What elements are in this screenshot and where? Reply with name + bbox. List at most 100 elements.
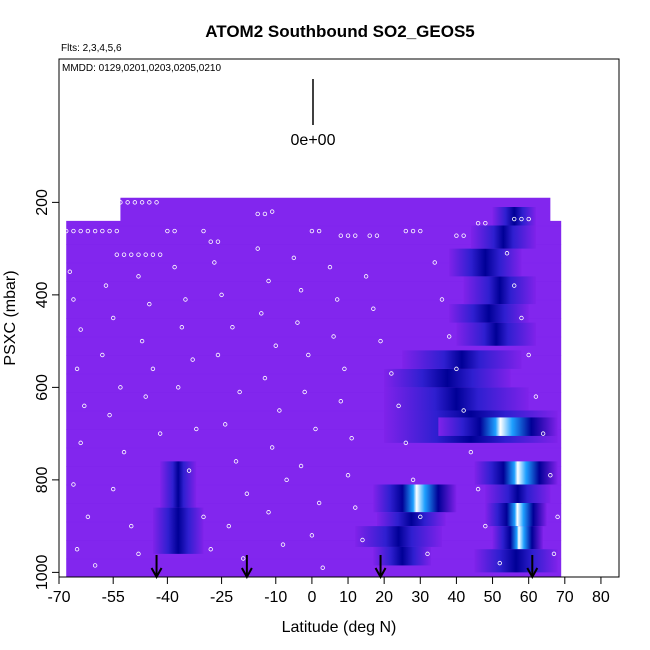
flight-marker bbox=[208, 239, 213, 244]
flight-marker bbox=[320, 565, 325, 570]
field-cell bbox=[152, 507, 204, 554]
flight-marker bbox=[71, 228, 76, 234]
flight-marker bbox=[526, 352, 531, 358]
flight-marker bbox=[179, 325, 185, 330]
y-tick-label: 400 bbox=[34, 281, 51, 308]
flight-marker bbox=[165, 228, 170, 234]
flight-marker bbox=[378, 338, 383, 344]
flight-marker bbox=[302, 389, 307, 395]
flight-marker bbox=[78, 327, 83, 332]
flight-marker bbox=[284, 477, 289, 483]
y-axis-label: PSXC (mbar) bbox=[2, 270, 19, 365]
flight-marker bbox=[110, 486, 116, 492]
flight-marker bbox=[114, 228, 120, 234]
flight-marker bbox=[215, 239, 221, 244]
field-cell bbox=[384, 368, 511, 388]
field-cell bbox=[456, 322, 536, 346]
field-cell bbox=[463, 276, 536, 305]
field-cell bbox=[376, 512, 446, 527]
field-cell bbox=[449, 304, 529, 323]
flight-marker bbox=[461, 408, 466, 413]
y-tick-label: 600 bbox=[34, 374, 51, 401]
field-band bbox=[66, 558, 562, 560]
flight-marker bbox=[316, 228, 322, 234]
flight-marker bbox=[194, 426, 199, 432]
field-band bbox=[66, 225, 562, 227]
field-band bbox=[66, 299, 562, 301]
field-band bbox=[66, 503, 562, 504]
flight-marker bbox=[548, 473, 553, 478]
flight-marker bbox=[396, 403, 401, 409]
x-tick-label: -10 bbox=[264, 589, 287, 606]
flight-marker bbox=[291, 255, 297, 261]
flight-marker bbox=[233, 459, 239, 464]
flight-marker bbox=[269, 445, 275, 450]
flight-marker bbox=[519, 216, 524, 222]
flight-marker bbox=[129, 252, 134, 257]
field-band bbox=[66, 484, 562, 486]
flight-marker bbox=[114, 252, 120, 257]
flight-marker bbox=[107, 412, 112, 418]
flight-marker bbox=[374, 233, 380, 238]
flight-marker bbox=[483, 220, 488, 226]
field-band bbox=[66, 318, 562, 319]
flight-marker bbox=[327, 264, 333, 270]
flight-marker bbox=[353, 233, 358, 238]
flight-marker bbox=[316, 500, 322, 506]
flight-marker bbox=[244, 491, 250, 496]
flight-marker bbox=[454, 366, 459, 372]
flight-marker bbox=[512, 216, 517, 222]
flight-marker bbox=[154, 200, 159, 205]
flight-marker bbox=[266, 510, 271, 515]
x-tick-label: 0 bbox=[307, 589, 316, 606]
flight-marker bbox=[147, 301, 152, 307]
field-band bbox=[66, 373, 562, 375]
flight-marker bbox=[157, 252, 163, 257]
flight-marker bbox=[273, 343, 278, 348]
chart-subtitle-flights: Flts: 2,3,4,5,6 bbox=[61, 43, 122, 54]
flight-marker bbox=[367, 233, 372, 238]
flight-marker bbox=[410, 228, 416, 234]
flight-marker bbox=[266, 278, 271, 284]
flight-marker bbox=[446, 334, 452, 339]
field-cell bbox=[402, 350, 522, 369]
flight-marker bbox=[255, 211, 260, 217]
field-background-top bbox=[120, 197, 551, 224]
field-band bbox=[66, 355, 562, 356]
flight-marker bbox=[497, 560, 502, 566]
flight-marker bbox=[512, 283, 517, 288]
flight-marker bbox=[342, 366, 347, 372]
flight-marker bbox=[418, 514, 423, 520]
flight-marker bbox=[100, 352, 105, 358]
field-cell bbox=[492, 526, 544, 550]
flight-marker bbox=[255, 246, 260, 251]
field-band bbox=[66, 521, 562, 523]
flight-marker bbox=[103, 283, 109, 288]
x-tick-label: 70 bbox=[556, 589, 574, 606]
flight-marker bbox=[107, 228, 112, 234]
flight-marker bbox=[132, 200, 138, 205]
x-tick-label: 30 bbox=[411, 589, 429, 606]
field-cell bbox=[470, 225, 536, 249]
flight-marker bbox=[454, 233, 459, 238]
field-band bbox=[66, 262, 562, 264]
field-band bbox=[66, 410, 562, 412]
flight-marker bbox=[64, 228, 69, 234]
field-band bbox=[66, 540, 562, 541]
flight-marker bbox=[338, 233, 344, 238]
field-cell bbox=[160, 461, 197, 508]
flight-marker bbox=[143, 394, 148, 399]
x-tick-label: 10 bbox=[339, 589, 357, 606]
field-cell bbox=[485, 503, 547, 527]
flight-marker bbox=[190, 357, 195, 362]
flight-marker bbox=[129, 523, 134, 529]
flight-marker bbox=[309, 228, 315, 234]
x-axis-label: Latitude (deg N) bbox=[282, 619, 397, 636]
flight-marker bbox=[533, 394, 539, 399]
flight-marker bbox=[85, 228, 91, 234]
flight-marker bbox=[313, 426, 318, 432]
y-axis: 200 400 600 800 1000 bbox=[34, 189, 60, 590]
x-tick-label: 20 bbox=[375, 589, 393, 606]
flight-marker bbox=[78, 228, 83, 234]
